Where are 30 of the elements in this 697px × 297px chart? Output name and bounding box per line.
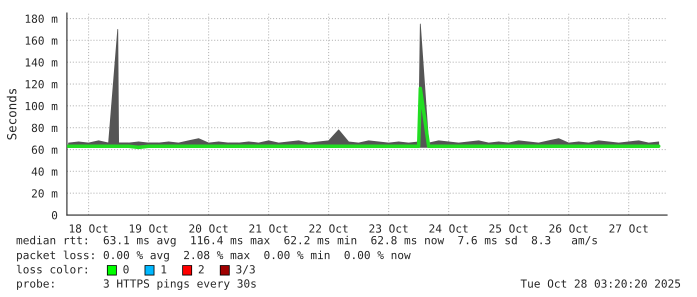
text: Tue Oct 28 03:20:20 2025 [520,279,680,288]
y-tick-label: 0 [52,211,58,220]
y-tick-label: 60 m [32,146,58,154]
text: 0 [123,265,129,274]
x-tick-label: 23 Oct [369,224,408,233]
y-tick-label: 100 m [26,102,58,110]
text: probe: 3 HTTPS pings every 30s [17,279,256,290]
x-tick-label: 27 Oct [609,224,648,233]
y-tick-label: 140 m [26,58,58,67]
text: 3/3 [236,265,255,274]
y-tick-label: 180 m [26,14,58,23]
text: loss color: [16,264,87,274]
y-tick-label: 160 m [26,36,58,45]
x-tick-label: 20 Oct [189,224,228,233]
text: 2 [198,265,204,274]
x-tick-label: 25 Oct [489,224,528,233]
x-tick-label: 19 Oct [130,224,168,233]
x-tick-label: 18 Oct [70,224,108,233]
x-tick-label: 24 Oct [429,224,468,233]
x-tick-label: 26 Oct [549,224,588,233]
y-tick-label: 80 m [32,124,58,132]
y-axis-title: Seconds [6,88,16,140]
y-tick-label: 120 m [26,80,58,88]
text: 1 [162,265,166,274]
text: median rtt: 63.1 ms avg 116.4 ms max 62.2 ms min 62.8 ms now 7.6 ms sd 8.3 am/s [16,236,597,247]
y-tick-label: 40 m [32,167,58,176]
y-tick-label: 20 m [32,189,58,198]
x-tick-label: 21 Oct [249,224,288,233]
x-tick-label: 22 Oct [309,224,348,233]
text: packet loss: 0.00 % avg 2.08 % max 0.00 % min 0.00 % now [17,250,411,262]
